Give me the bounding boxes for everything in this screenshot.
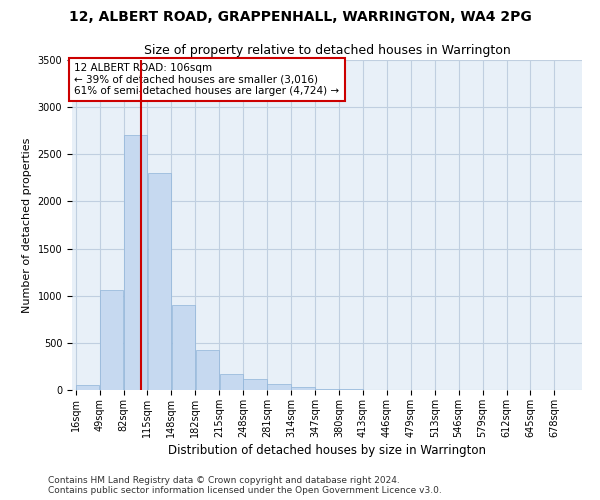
Bar xyxy=(244,379,267,390)
Text: 12 ALBERT ROAD: 106sqm
← 39% of detached houses are smaller (3,016)
61% of semi-: 12 ALBERT ROAD: 106sqm ← 39% of detached… xyxy=(74,63,340,96)
Bar xyxy=(339,389,362,390)
Bar xyxy=(220,374,243,390)
Bar xyxy=(76,386,100,390)
Bar xyxy=(124,136,147,390)
Bar xyxy=(100,290,123,390)
Bar xyxy=(315,388,339,390)
Y-axis label: Number of detached properties: Number of detached properties xyxy=(22,138,32,312)
Bar xyxy=(268,384,291,390)
Bar xyxy=(172,305,195,390)
X-axis label: Distribution of detached houses by size in Warrington: Distribution of detached houses by size … xyxy=(168,444,486,457)
Bar xyxy=(292,386,315,390)
Bar xyxy=(196,350,219,390)
Text: Contains HM Land Registry data © Crown copyright and database right 2024.
Contai: Contains HM Land Registry data © Crown c… xyxy=(48,476,442,495)
Bar xyxy=(148,173,171,390)
Title: Size of property relative to detached houses in Warrington: Size of property relative to detached ho… xyxy=(143,44,511,58)
Text: 12, ALBERT ROAD, GRAPPENHALL, WARRINGTON, WA4 2PG: 12, ALBERT ROAD, GRAPPENHALL, WARRINGTON… xyxy=(68,10,532,24)
